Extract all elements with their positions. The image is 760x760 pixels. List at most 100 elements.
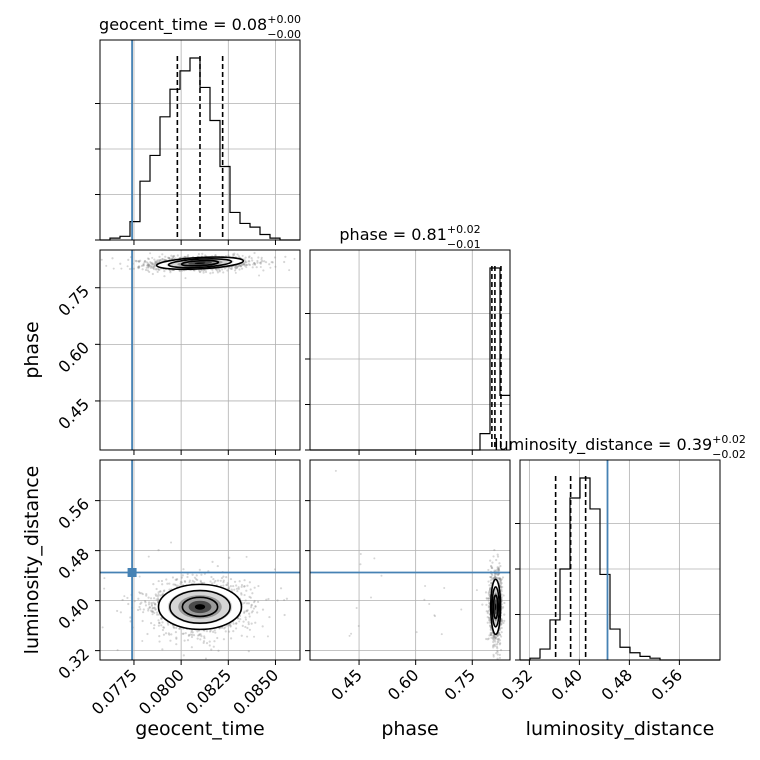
sample-point (348, 634, 351, 637)
sample-point (239, 265, 243, 268)
contour-line (157, 583, 243, 631)
sample-point (428, 603, 431, 606)
sample-point (489, 579, 492, 582)
sample-point (499, 648, 503, 652)
sample-point (127, 258, 130, 261)
sample-point (229, 624, 232, 627)
sample-point (220, 577, 224, 580)
sample-point (152, 262, 155, 265)
sample-point (503, 613, 506, 616)
sample-point (158, 621, 161, 624)
sample-point (498, 562, 501, 565)
sample-point (149, 668, 151, 670)
sample-point (157, 267, 160, 270)
sample-point (241, 254, 244, 257)
sample-point (443, 586, 446, 589)
sample-point (486, 616, 489, 619)
sample-point (147, 263, 150, 266)
sample-point (242, 263, 246, 266)
sample-point (216, 564, 219, 568)
sample-point (139, 259, 142, 262)
panel-content (100, 250, 296, 450)
sample-point (188, 581, 191, 584)
sample-point (250, 611, 253, 614)
sample-point (238, 264, 241, 268)
sample-point (253, 599, 256, 603)
sample-point (196, 578, 199, 582)
sample-point (258, 261, 262, 264)
sample-point (154, 603, 157, 606)
sample-point (216, 636, 219, 640)
sample-point (222, 581, 225, 584)
sample-point (256, 600, 260, 603)
sample-point (209, 272, 212, 275)
sample-point (208, 640, 211, 643)
sample-point (234, 267, 237, 270)
sample-point (215, 268, 218, 271)
sample-point (496, 650, 499, 654)
sample-point (236, 253, 239, 256)
sample-point (154, 608, 157, 611)
sample-point (497, 568, 500, 571)
sample-point (151, 256, 154, 259)
sample-point (140, 601, 143, 604)
sample-point (181, 632, 184, 635)
sample-point (211, 582, 214, 585)
sample-point (259, 261, 263, 264)
sample-point (153, 603, 157, 606)
sample-point (141, 640, 144, 643)
sample-point (487, 580, 490, 583)
sample-point (499, 579, 502, 582)
sample-point (248, 615, 251, 618)
sample-point (151, 607, 154, 610)
sample-point (190, 631, 193, 634)
sample-point (489, 587, 492, 590)
sample-point (253, 635, 256, 638)
sample-point (489, 632, 492, 635)
sample-point (153, 258, 156, 261)
sample-point (221, 268, 224, 271)
title-prefix: luminosity_distance = (494, 435, 676, 455)
sample-point (493, 635, 496, 638)
sample-point (127, 602, 130, 606)
sample-point (211, 271, 215, 274)
sample-point (157, 591, 160, 594)
sample-point (170, 254, 173, 257)
sample-point (490, 576, 493, 579)
sample-point (173, 626, 176, 629)
sample-point (491, 566, 494, 570)
sample-point (230, 267, 233, 271)
sample-point (256, 261, 259, 264)
sample-point (253, 586, 256, 589)
x-tick-label: 0.0800 (135, 665, 188, 718)
sample-point (213, 581, 216, 584)
sample-point (254, 605, 257, 608)
sample-point (135, 260, 138, 263)
sample-point (111, 257, 114, 260)
sample-point (230, 267, 233, 270)
sample-point (232, 630, 235, 633)
sample-point (140, 264, 144, 267)
sample-point (487, 597, 490, 600)
sample-point (499, 578, 502, 581)
sample-point (157, 549, 160, 552)
sample-point (180, 581, 184, 584)
sample-point (227, 586, 231, 589)
sample-point (494, 663, 496, 665)
sample-point (262, 269, 265, 272)
sample-point (502, 606, 505, 609)
sample-point (159, 590, 162, 593)
x-axis-label-phase: phase (381, 718, 438, 740)
sample-point (173, 254, 176, 258)
sample-point (205, 642, 209, 645)
sample-point (199, 270, 202, 274)
sample-point (491, 634, 494, 637)
sample-point (235, 622, 238, 625)
sample-point (148, 263, 151, 266)
sample-point (253, 261, 256, 265)
sample-point (178, 627, 181, 630)
sample-point (184, 632, 187, 635)
sample-point (176, 584, 179, 587)
sample-point (232, 584, 235, 588)
sample-point (490, 576, 493, 579)
